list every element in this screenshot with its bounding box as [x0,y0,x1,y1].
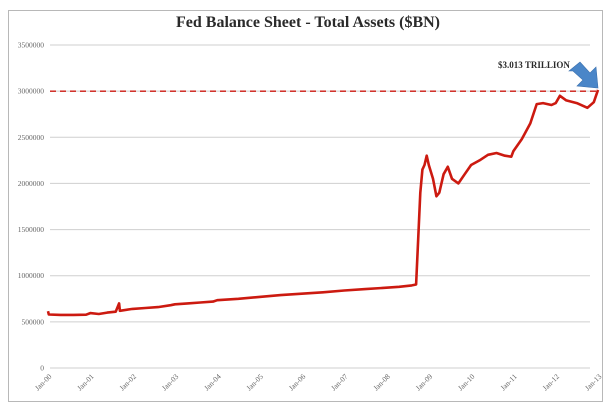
x-tick-label: Jan-07 [329,372,350,393]
x-tick-label: Jan-00 [33,372,54,393]
x-tick-label: Jan-04 [202,372,223,393]
annotation: $3.013 TRILLION [498,60,599,89]
chart-title: Fed Balance Sheet - Total Assets ($BN) [176,14,440,31]
x-axis-ticks: Jan-00 Jan-01 Jan-02 Jan-03 Jan-04 Jan-05 Jan-… [33,372,604,393]
x-tick-label: Jan-10 [456,372,477,393]
y-tick-label: 3000000 [18,87,45,96]
annotation-label: $3.013 TRILLION [498,60,570,70]
x-tick-label: Jan-02 [118,372,139,393]
y-axis-ticks: 0 500000 1000000 1500000 2000000 2500000 30000… [18,41,45,373]
chart-frame [8,10,603,402]
x-tick-label: Jan-08 [371,372,392,393]
x-tick-label: Jan-09 [414,372,435,393]
y-tick-label: 1000000 [18,271,45,280]
x-tick-label: Jan-12 [541,372,562,393]
blue-arrow-icon [568,61,599,89]
x-tick-label: Jan-13 [583,372,604,393]
x-tick-label: Jan-11 [498,372,518,392]
y-tick-label: 500000 [22,317,45,326]
x-tick-label: Jan-01 [75,372,96,393]
y-tick-label: 1500000 [18,225,45,234]
x-tick-label: Jan-05 [244,372,265,393]
y-tick-label: 2500000 [18,133,45,142]
y-tick-label: 3500000 [18,41,45,50]
y-tick-label: 2000000 [18,179,45,188]
x-tick-label: Jan-06 [287,372,308,393]
x-tick-label: Jan-03 [160,372,181,393]
gridlines [50,44,590,369]
y-tick-label: 0 [40,364,44,373]
total-assets-line [46,89,600,317]
